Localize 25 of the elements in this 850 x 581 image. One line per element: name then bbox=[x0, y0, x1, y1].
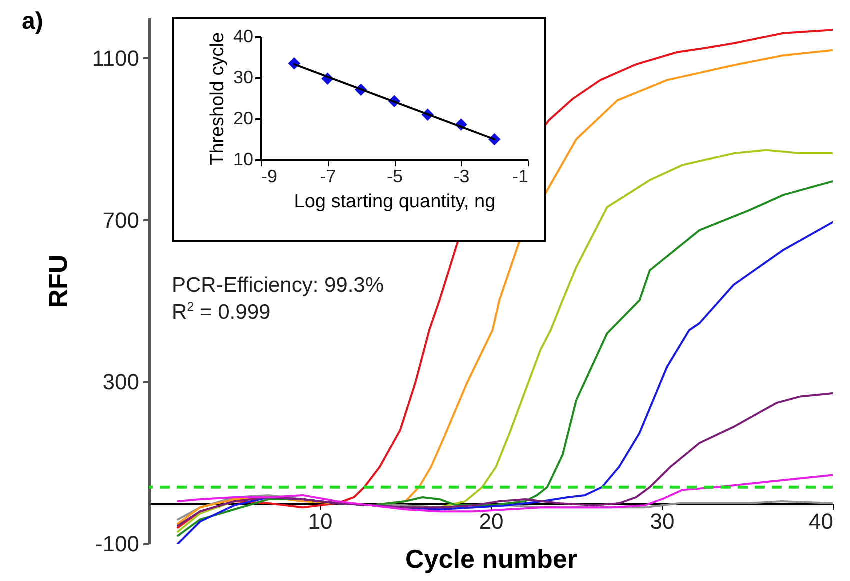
y-tick-label: 1100 bbox=[92, 46, 140, 71]
y-tick-label: 40 bbox=[233, 26, 254, 46]
x-tick-label: -7 bbox=[320, 166, 336, 186]
annotation: PCR-Efficiency: 99.3% bbox=[172, 274, 384, 298]
y-tick-label: -100 bbox=[95, 532, 140, 556]
x-tick-label: 30 bbox=[650, 509, 675, 534]
x-tick-label: 10 bbox=[308, 509, 333, 534]
y-axis-title: RFU bbox=[43, 254, 74, 308]
y-tick-label: 300 bbox=[102, 370, 140, 395]
y-tick-label: 20 bbox=[233, 108, 254, 128]
y-tick-label: 700 bbox=[102, 208, 140, 233]
text: a) bbox=[22, 8, 44, 36]
y-tick-label: 30 bbox=[233, 68, 254, 88]
x-tick-label: -9 bbox=[262, 166, 278, 186]
x-axis-title: Log starting quantity, ng bbox=[294, 192, 496, 212]
x-tick-label: -3 bbox=[454, 166, 470, 186]
x-axis-title: Cycle number bbox=[406, 544, 578, 574]
annotation: R$^{2}$ = 0.999 bbox=[172, 300, 271, 325]
x-tick-label: -1 bbox=[512, 166, 528, 186]
x-tick-label: 40 bbox=[809, 509, 834, 534]
x-tick-label: -5 bbox=[386, 166, 404, 186]
y-tick-label: 10 bbox=[233, 150, 254, 170]
y-axis-title: Threshold cycle bbox=[207, 32, 228, 166]
x-tick-label: 20 bbox=[479, 509, 504, 534]
line-series bbox=[177, 474, 833, 513]
